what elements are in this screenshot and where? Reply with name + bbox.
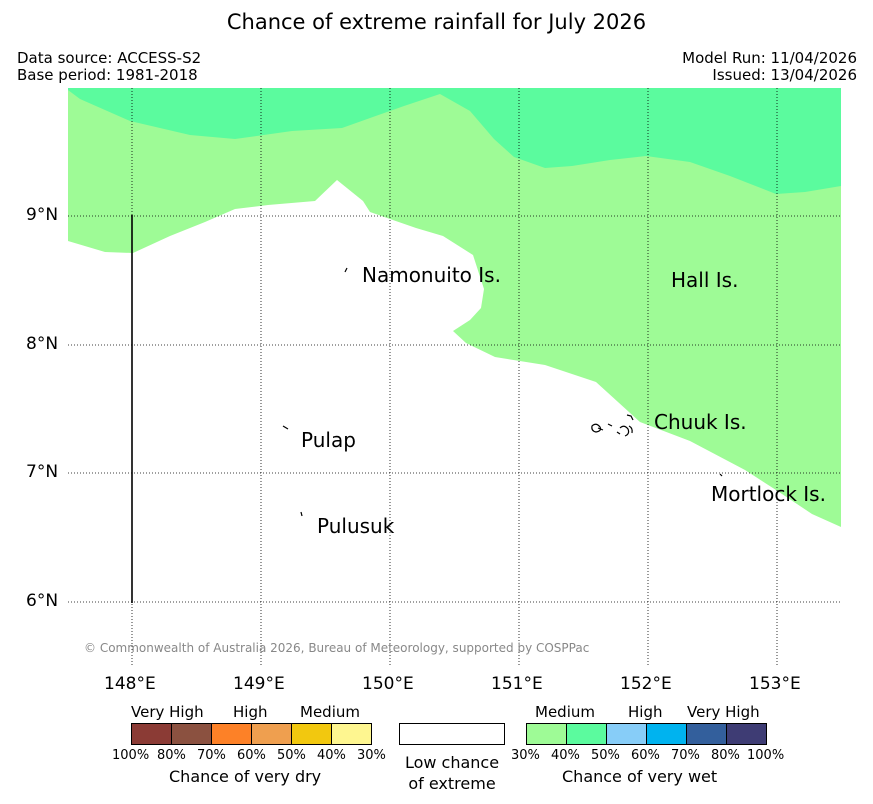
legend-wet-tick: 30% <box>511 748 540 763</box>
lon-label-153e: 153°E <box>749 674 801 694</box>
lat-label-8n: 8°N <box>26 334 59 354</box>
issued-date: Issued: 13/04/2026 <box>712 66 857 84</box>
legend-dry-tick: 60% <box>237 748 266 763</box>
legend-low-swatch <box>399 723 505 745</box>
place-label-pulusuk: Pulusuk <box>317 514 395 538</box>
island-namonuito <box>344 267 348 273</box>
legend-wet-caption: Chance of very wet <box>562 767 718 786</box>
legend-wet-swatch-50-60 <box>606 723 647 745</box>
legend-dry-tick: 50% <box>277 748 306 763</box>
legend-dry-tick: 100% <box>112 748 150 763</box>
island-pulap <box>282 425 289 430</box>
legend-dry-tick: 40% <box>317 748 346 763</box>
islands <box>282 267 723 517</box>
legend-wet-swatch-70-80 <box>686 723 727 745</box>
island-pulusuk <box>300 511 303 517</box>
legend-dry-tick: 80% <box>157 748 186 763</box>
legend-wet-tick: 100% <box>747 748 785 763</box>
legend-dry-heading-very-high: Very High <box>131 703 204 721</box>
legend-wet-swatch-40-50 <box>566 723 607 745</box>
legend-wet-tick: 80% <box>711 748 740 763</box>
lon-label-150e: 150°E <box>362 674 414 694</box>
lat-label-9n: 9°N <box>26 205 59 225</box>
lat-label-7n: 7°N <box>26 462 59 482</box>
data-source: Data source: ACCESS-S2 <box>17 49 202 67</box>
lat-label-6n: 6°N <box>26 591 59 611</box>
place-label-chuuk: Chuuk Is. <box>654 410 747 434</box>
region-wet-40-50 <box>68 88 841 194</box>
place-label-namonuito: Namonuito Is. <box>362 263 501 287</box>
legend-dry-swatch-70-80 <box>171 723 212 745</box>
legend-low-line2: of extreme <box>408 774 496 793</box>
legend-dry-tick: 70% <box>197 748 226 763</box>
place-label-hall: Hall Is. <box>671 268 739 292</box>
legend-dry-swatch-40-50 <box>291 723 332 745</box>
legend-dry-tick: 30% <box>357 748 386 763</box>
legend-dry-heading-high: High <box>233 703 268 721</box>
legend-dry-swatch-60-70 <box>211 723 252 745</box>
legend-wet-heading-high: High <box>628 703 663 721</box>
island-mortlock <box>719 473 723 477</box>
map-title: Chance of extreme rainfall for July 2026 <box>226 10 647 34</box>
legend-dry-heading-medium: Medium <box>300 703 360 721</box>
legend-wet-swatch-30-40 <box>526 723 567 745</box>
legend-wet-swatch-60-70 <box>646 723 687 745</box>
model-run: Model Run: 11/04/2026 <box>682 49 857 67</box>
legend-wet-tick: 50% <box>591 748 620 763</box>
place-label-mortlock: Mortlock Is. <box>711 482 826 506</box>
base-period: Base period: 1981-2018 <box>17 66 198 84</box>
legend-wet-tick: 40% <box>551 748 580 763</box>
legend-dry-swatch-80-100 <box>131 723 172 745</box>
island-chuuk <box>591 414 634 437</box>
legend-dry-swatch-50-60 <box>251 723 292 745</box>
legend-wet-heading-very-high: Very High <box>687 703 760 721</box>
lon-label-148e: 148°E <box>104 674 156 694</box>
legend-dry-caption: Chance of very dry <box>169 767 322 786</box>
legend-wet-heading-medium: Medium <box>535 703 595 721</box>
lon-label-149e: 149°E <box>233 674 285 694</box>
legend-wet-swatch-80-100 <box>726 723 767 745</box>
lon-label-152e: 152°E <box>620 674 672 694</box>
place-label-pulap: Pulap <box>301 428 356 452</box>
legend-low-line1: Low chance <box>404 753 500 772</box>
lon-label-151e: 151°E <box>491 674 543 694</box>
legend-wet-tick: 60% <box>631 748 660 763</box>
region-medium-wet <box>68 88 841 527</box>
copyright-notice: © Commonwealth of Australia 2026, Bureau… <box>84 641 590 655</box>
legend-wet-tick: 70% <box>671 748 700 763</box>
legend-dry-swatch-30-40 <box>331 723 372 745</box>
